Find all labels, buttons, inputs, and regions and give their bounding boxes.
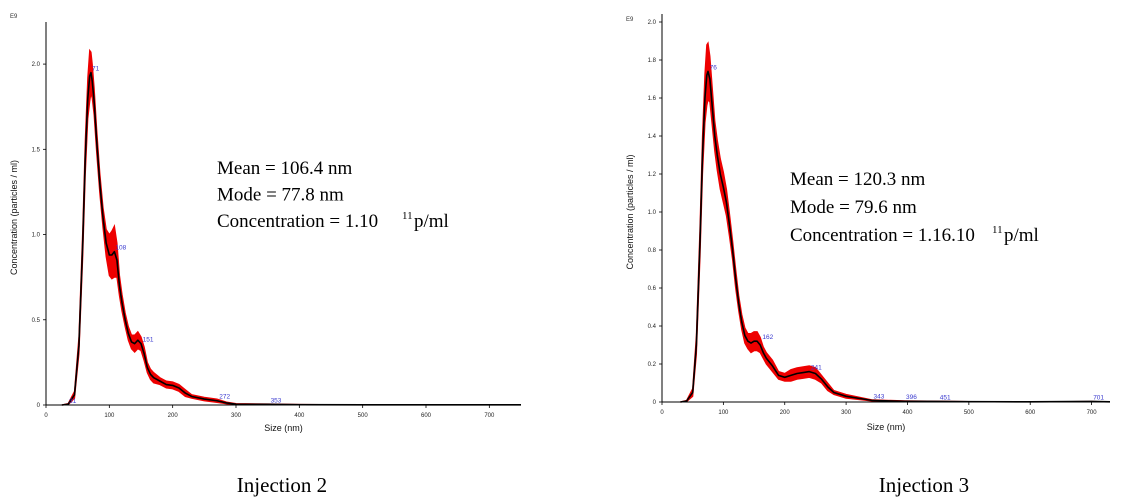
concentration-annotation: Concentration = 1.16.10 [790,225,975,246]
x-tick-label: 100 [104,413,115,419]
peak-label: 162 [762,334,773,341]
peak-label: 31 [69,398,77,405]
error-band [680,41,1111,403]
peak-label: 71 [92,66,100,73]
peak-label: 396 [906,394,917,401]
y-tick-label: 2.0 [32,62,41,68]
peak-label: 451 [940,394,951,401]
y-tick-label: 1.4 [648,134,657,140]
y-tick-label: 0.8 [648,248,657,254]
x-tick-label: 0 [660,410,664,416]
concentration-unit: p/ml [414,211,449,232]
y-tick-label: 1.8 [648,58,657,64]
y-tick-label: 0 [37,403,41,409]
mean-annotation: Mean = 106.4 nm [217,158,352,179]
chart-3: 0 100 200 300 400 500 600 700 0 0.2 0.4 0.6 0.8 1.0 1.… [625,14,1111,497]
concentration-line [680,70,1111,403]
peak-label: 343 [873,393,884,400]
x-axis-title: Size (nm) [264,423,303,433]
x-tick-label: 600 [1025,410,1036,416]
peak-label: 272 [219,394,230,401]
chart-caption: Injection 3 [879,473,969,497]
concentration-annotation: Concentration = 1.10 [217,211,378,232]
y-exponent-label: E9 [10,14,18,20]
x-tick-label: 300 [231,413,242,419]
y-tick-label: 0 [653,400,657,406]
y-exponent-label: E9 [626,17,634,23]
concentration-line [61,71,521,406]
error-band [61,48,521,406]
x-tick-label: 700 [484,413,495,419]
y-tick-label: 1.5 [32,147,41,153]
y-tick-label: 1.2 [648,172,657,178]
y-tick-label: 0.4 [648,324,657,330]
concentration-exponent: 11 [992,224,1003,236]
x-axis-title: Size (nm) [867,422,906,432]
concentration-exponent: 11 [402,210,413,222]
chart-caption: Injection 2 [237,473,327,497]
x-tick-label: 400 [902,410,913,416]
y-tick-label: 0.5 [32,318,41,324]
x-tick-label: 300 [841,410,852,416]
x-tick-label: 0 [44,413,48,419]
y-tick-label: 0.2 [648,362,657,368]
mode-annotation: Mode = 79.6 nm [790,197,917,218]
x-tick-label: 600 [421,413,432,419]
y-tick-label: 0.6 [648,286,657,292]
x-tick-label: 200 [168,413,179,419]
x-tick-label: 500 [964,410,975,416]
concentration-unit: p/ml [1004,225,1039,246]
mode-annotation: Mode = 77.8 nm [217,185,344,206]
peak-label: 353 [271,397,282,404]
mean-annotation: Mean = 120.3 nm [790,169,925,190]
y-tick-label: 2.0 [648,20,657,26]
x-tick-label: 200 [780,410,791,416]
peak-label: 701 [1093,394,1104,401]
y-axis-title: Concentration (particles / ml) [625,154,635,269]
x-tick-label: 100 [718,410,729,416]
x-tick-label: 400 [294,413,305,419]
peak-label: 108 [115,245,126,252]
peak-label: 241 [811,365,822,372]
chart-2: 0 100 200 300 400 500 600 700 0 0.5 1.0 1.5 2.0 E9 Siz… [9,14,521,497]
x-tick-label: 700 [1087,410,1098,416]
y-tick-label: 1.6 [648,96,657,102]
y-tick-label: 1.0 [32,233,41,239]
y-axis-title: Concentration (particles / ml) [9,160,19,275]
y-tick-label: 1.0 [648,210,657,216]
x-tick-label: 500 [358,413,369,419]
peak-label: 76 [710,64,718,71]
peak-label: 151 [143,337,154,344]
